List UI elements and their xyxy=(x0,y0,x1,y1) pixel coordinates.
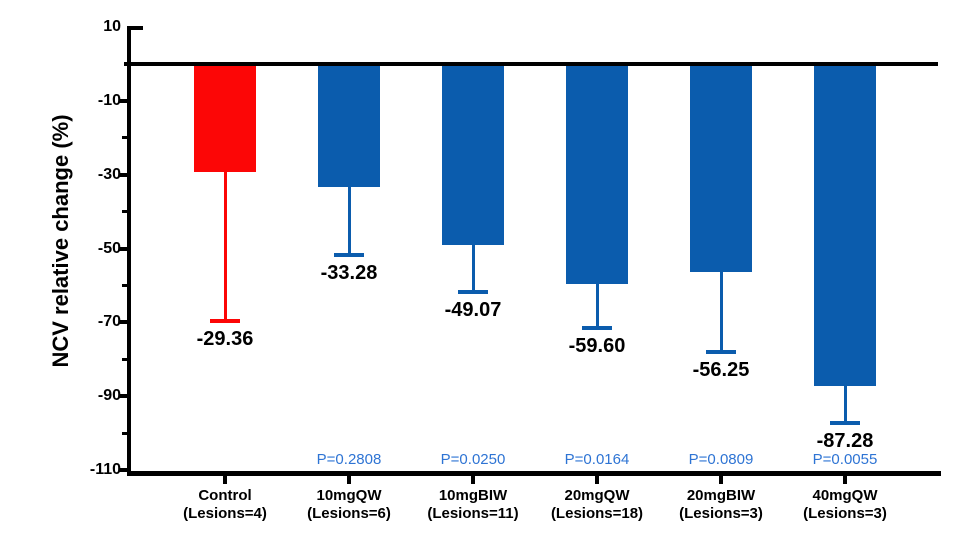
y-major-tick xyxy=(119,320,128,325)
category-label-20mgbiw: 20mgBIW (Lesions=3) xyxy=(679,487,763,522)
y-major-tick xyxy=(119,98,128,103)
error-bar-cap-10mgqw xyxy=(334,253,364,258)
bar-10mgqw xyxy=(318,64,380,187)
bar-control xyxy=(194,64,256,173)
category-label-40mgqw: 40mgQW (Lesions=3) xyxy=(803,487,887,522)
error-bar-cap-10mgbiw xyxy=(458,290,488,295)
y-minor-tick xyxy=(122,431,128,435)
error-bar-stem-40mgqw xyxy=(843,386,847,424)
category-label-control: Control (Lesions=4) xyxy=(183,487,267,522)
value-label-40mgqw: -87.28 xyxy=(816,430,874,453)
y-minor-tick xyxy=(122,357,128,361)
category-label-10mgbiw: 10mgBIW (Lesions=11) xyxy=(427,487,519,522)
p-value-label-10mgbiw: P=0.0250 xyxy=(440,451,506,468)
y-major-tick xyxy=(119,394,128,399)
p-value-label-40mgqw: P=0.0055 xyxy=(812,451,878,468)
bar-10mgbiw xyxy=(442,64,504,246)
y-axis-top-cap xyxy=(130,26,143,30)
y-major-tick xyxy=(119,467,128,472)
value-label-10mgbiw: -49.07 xyxy=(444,299,502,322)
bar-40mgqw xyxy=(814,64,876,387)
error-bar-stem-20mgqw xyxy=(595,283,599,328)
y-tick-label: 10 xyxy=(103,18,121,36)
error-bar-cap-control xyxy=(210,318,240,323)
zero-baseline xyxy=(124,62,938,66)
y-tick-label: -10 xyxy=(97,91,121,109)
bar-20mgqw xyxy=(566,64,628,284)
p-value-label-10mgqw: P=0.2808 xyxy=(316,451,382,468)
y-major-tick xyxy=(119,172,128,177)
category-label-20mgqw: 20mgQW (Lesions=18) xyxy=(550,487,644,522)
y-tick-label: -30 xyxy=(97,165,121,183)
category-tick-10mgqw xyxy=(347,476,351,484)
p-value-label-20mgqw: P=0.0164 xyxy=(564,451,630,468)
error-bar-cap-40mgqw xyxy=(830,421,860,426)
value-label-20mgqw: -59.60 xyxy=(568,334,626,357)
y-tick-label: -50 xyxy=(97,239,121,257)
value-label-20mgbiw: -56.25 xyxy=(692,358,750,381)
error-bar-stem-20mgbiw xyxy=(719,271,723,352)
error-bar-stem-10mgqw xyxy=(347,186,351,256)
category-tick-control xyxy=(223,476,227,484)
y-major-tick xyxy=(119,246,128,251)
category-tick-20mgqw xyxy=(595,476,599,484)
bar-20mgbiw xyxy=(690,64,752,272)
x-axis-line xyxy=(127,471,941,476)
error-bar-stem-10mgbiw xyxy=(471,245,475,293)
value-label-control: -29.36 xyxy=(196,327,254,350)
y-tick-label: -110 xyxy=(89,460,121,478)
error-bar-cap-20mgbiw xyxy=(706,349,736,354)
category-tick-20mgbiw xyxy=(719,476,723,484)
y-minor-tick xyxy=(122,210,128,214)
y-minor-tick xyxy=(122,136,128,140)
category-tick-40mgqw xyxy=(843,476,847,484)
error-bar-cap-20mgqw xyxy=(582,325,612,330)
error-bar-stem-control xyxy=(223,172,227,321)
y-minor-tick xyxy=(122,283,128,287)
category-tick-10mgbiw xyxy=(471,476,475,484)
category-label-10mgqw: 10mgQW (Lesions=6) xyxy=(307,487,391,522)
p-value-label-20mgbiw: P=0.0809 xyxy=(688,451,754,468)
y-tick-label: -70 xyxy=(97,313,121,331)
y-tick-label: -90 xyxy=(97,387,121,405)
value-label-10mgqw: -33.28 xyxy=(320,262,378,285)
y-axis-line xyxy=(127,26,131,476)
